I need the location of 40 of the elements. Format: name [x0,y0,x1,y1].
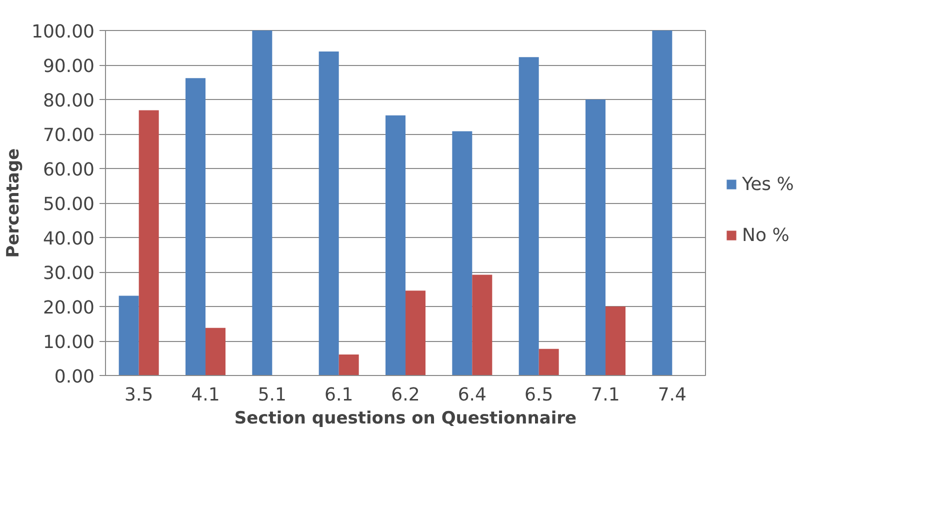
bar [338,354,359,376]
bar [538,348,559,376]
y-tick-label: 20.00 [42,298,94,318]
x-tick-label: 5.1 [258,384,286,406]
x-axis-title: Section questions on Questionnaire [234,408,577,428]
bar [606,306,626,376]
x-tick-label: 6.2 [391,384,420,406]
x-tick-label: 6.5 [524,384,554,406]
bar [518,57,539,376]
bar [386,115,406,376]
x-tick-label: 6.1 [324,384,354,406]
bar [206,328,226,376]
y-tick-label: 80.00 [42,90,94,112]
bar [452,131,472,376]
bar [138,110,159,376]
bar [472,274,492,376]
legend-label: No % [742,224,790,246]
y-tick-label: 70.00 [42,125,94,146]
legend-label: Yes % [742,174,794,194]
x-tick-label: 6.4 [458,384,486,406]
x-tick-label: 4.1 [191,384,220,406]
bar [252,30,272,376]
bar [318,52,339,376]
bar [186,78,206,376]
y-tick-label: 10.00 [42,332,94,353]
y-tick-label: 50.00 [42,194,94,215]
bar [118,296,139,376]
y-axis-title: Percentage [4,148,24,258]
bar [406,290,426,376]
x-tick-label: 7.1 [591,384,620,406]
y-tick-label: 60.00 [42,160,94,180]
y-tick-label: 0.00 [54,366,94,388]
y-tick-label: 30.00 [42,263,94,284]
y-tick-label: 100.00 [32,22,94,42]
x-tick-label: 7.4 [658,384,686,406]
bar [586,100,606,376]
y-tick-label: 40.00 [42,228,94,250]
x-tick-label: 3.5 [124,384,154,406]
bar [652,30,672,376]
y-tick-label: 90.00 [42,56,94,77]
